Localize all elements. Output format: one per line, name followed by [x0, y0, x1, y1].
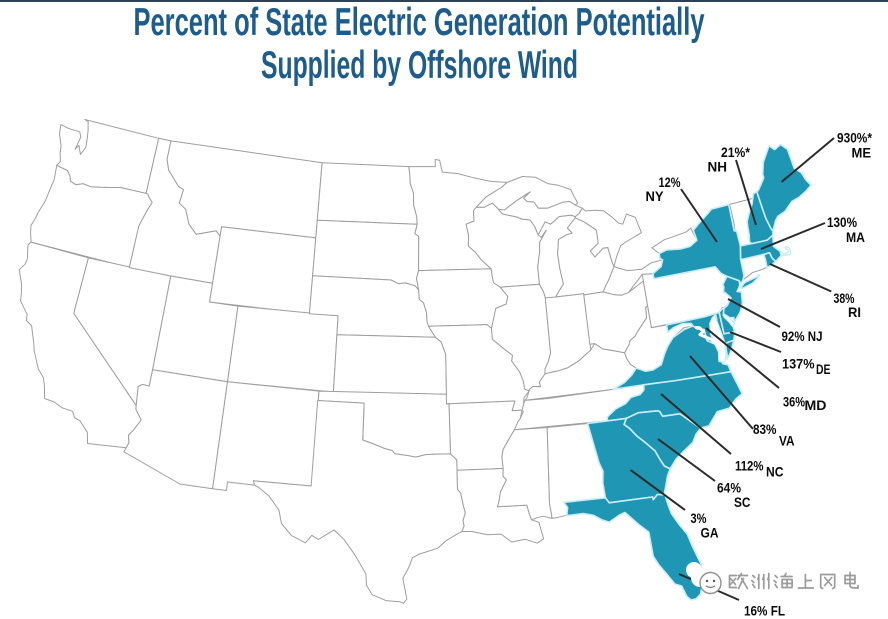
svg-text:92% NJ: 92% NJ — [782, 328, 823, 344]
svg-text:16% FL: 16% FL — [744, 603, 785, 619]
svg-text:MD: MD — [805, 397, 827, 413]
svg-text:GA: GA — [701, 524, 719, 540]
svg-text:ME: ME — [852, 145, 872, 161]
svg-text:38%: 38% — [834, 290, 855, 306]
svg-text:36%: 36% — [783, 393, 805, 409]
svg-text:112%: 112% — [735, 458, 764, 474]
svg-text:12%: 12% — [659, 174, 681, 190]
svg-text:64%: 64% — [717, 480, 741, 496]
svg-text:3%: 3% — [691, 510, 707, 526]
svg-text:Percent of State Electric Gene: Percent of State Electric Generation Pot… — [134, 1, 705, 44]
svg-text:MA: MA — [846, 229, 865, 245]
svg-text:930%*: 930%* — [837, 130, 872, 146]
svg-text:VA: VA — [779, 433, 795, 449]
svg-text:137%: 137% — [782, 356, 815, 372]
svg-text:SC: SC — [734, 494, 751, 510]
svg-text:Supplied by Offshore Wind: Supplied by Offshore Wind — [261, 44, 578, 87]
svg-text:NH: NH — [708, 159, 728, 175]
svg-text:83%: 83% — [753, 421, 777, 437]
svg-text:RI: RI — [848, 304, 861, 320]
svg-text:NY: NY — [646, 188, 665, 204]
svg-text:DE: DE — [816, 361, 831, 377]
svg-text:21%*: 21%* — [721, 144, 750, 160]
svg-text:130%: 130% — [827, 214, 857, 230]
svg-text:NC: NC — [766, 464, 784, 480]
